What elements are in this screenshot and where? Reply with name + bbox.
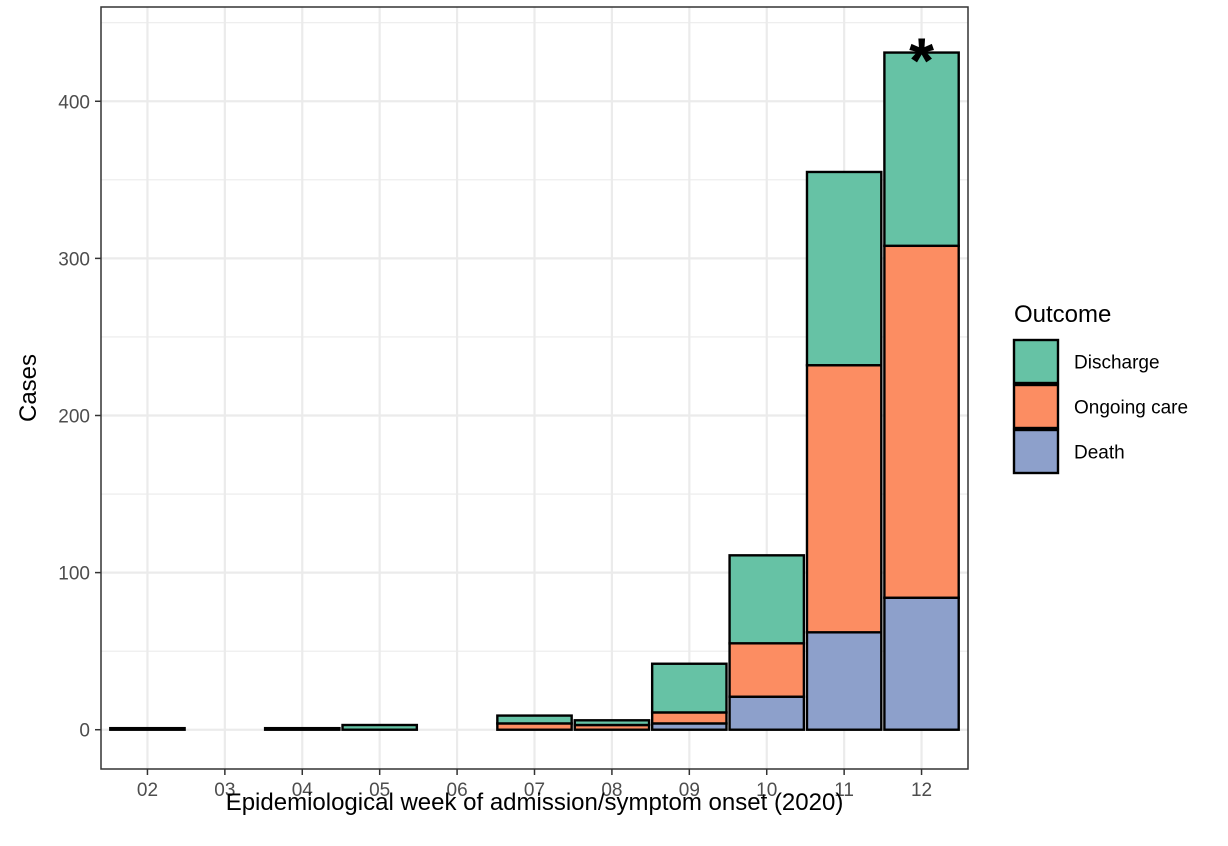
y-axis-title: Cases [15,354,42,422]
x-tick-label: 08 [601,780,622,801]
x-tick-label: 12 [911,780,932,801]
x-tick-label: 03 [214,780,235,801]
bar-discharge-08 [573,719,651,727]
bar-discharge-09 [650,662,728,714]
x-tick-label: 02 [137,780,158,801]
bar-death-11 [805,631,883,731]
bar-discharge-11 [805,170,883,367]
x-tick-label: 06 [447,780,468,801]
annotation-asterisk: * [909,25,934,97]
bar-ongoing-care-11 [805,364,883,634]
x-tick-label: 11 [834,780,854,801]
bar-ongoing-care-12 [883,244,960,599]
y-tick-label: 100 [58,564,90,585]
bar-ongoing-care-10 [728,642,806,698]
bars [109,51,960,731]
annotations: * [909,25,934,97]
y-tick-label: 400 [58,92,90,113]
y-axis: 0 100 200 300 400 [58,92,101,742]
legend-label-discharge: Discharge [1074,353,1160,374]
legend-key-discharge [1012,338,1060,385]
x-tick-label: 10 [756,780,777,801]
y-tick-label: 0 [79,721,90,742]
bar-discharge-07 [496,714,573,725]
x-tick-label: 07 [524,780,545,801]
x-axis-title: Epidemiological week of admission/sympto… [226,789,844,816]
y-tick-label: 300 [58,249,90,270]
legend-label-ongoing-care: Ongoing care [1074,398,1188,419]
legend-key-death [1012,428,1060,475]
bar-death-12 [883,596,960,731]
x-axis: 02 03 04 05 06 07 08 09 10 11 12 [137,769,932,801]
bar-ongoing-care-09 [650,711,728,725]
bar-discharge-05 [341,723,419,731]
bar-discharge-02 [109,726,186,731]
x-tick-label: 09 [679,780,700,801]
legend: Outcome Discharge Ongoing care Death [1012,301,1188,475]
bar-discharge-04 [263,726,341,731]
legend-key-ongoing-care [1012,383,1060,430]
x-tick-label: 04 [292,780,314,801]
x-tick-label: 05 [369,780,390,801]
legend-title: Outcome [1014,301,1111,328]
bar-discharge-10 [728,554,806,645]
legend-label-death: Death [1074,443,1125,464]
bar-discharge-12 [883,51,960,248]
y-tick-label: 200 [58,406,90,427]
bar-death-10 [728,695,806,731]
